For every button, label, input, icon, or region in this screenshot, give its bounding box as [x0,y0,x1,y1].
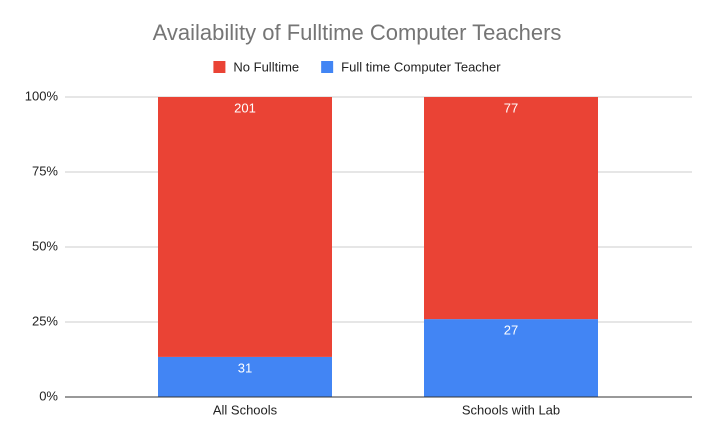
y-tick-label: 100% [25,88,59,103]
y-tick-label: 50% [32,238,58,253]
legend-swatch [321,61,334,73]
chart-title: Availability of Fulltime Computer Teache… [153,20,562,45]
data-label: 27 [504,323,518,338]
bar-segment [158,97,332,357]
x-tick-label: Schools with Lab [462,402,560,417]
legend-label: Full time Computer Teacher [341,59,501,74]
legend-label: No Fulltime [233,59,299,74]
data-label: 201 [234,100,256,115]
bar-segment [158,356,332,397]
y-tick-label: 75% [32,163,58,178]
data-label: 77 [504,100,518,115]
bar-segment [424,319,598,397]
bar-segment [424,97,598,320]
y-tick-label: 25% [32,313,58,328]
x-tick-label: All Schools [213,402,278,417]
data-label: 31 [238,360,252,375]
y-tick-label: 0% [39,388,58,403]
legend-swatch [213,61,226,73]
